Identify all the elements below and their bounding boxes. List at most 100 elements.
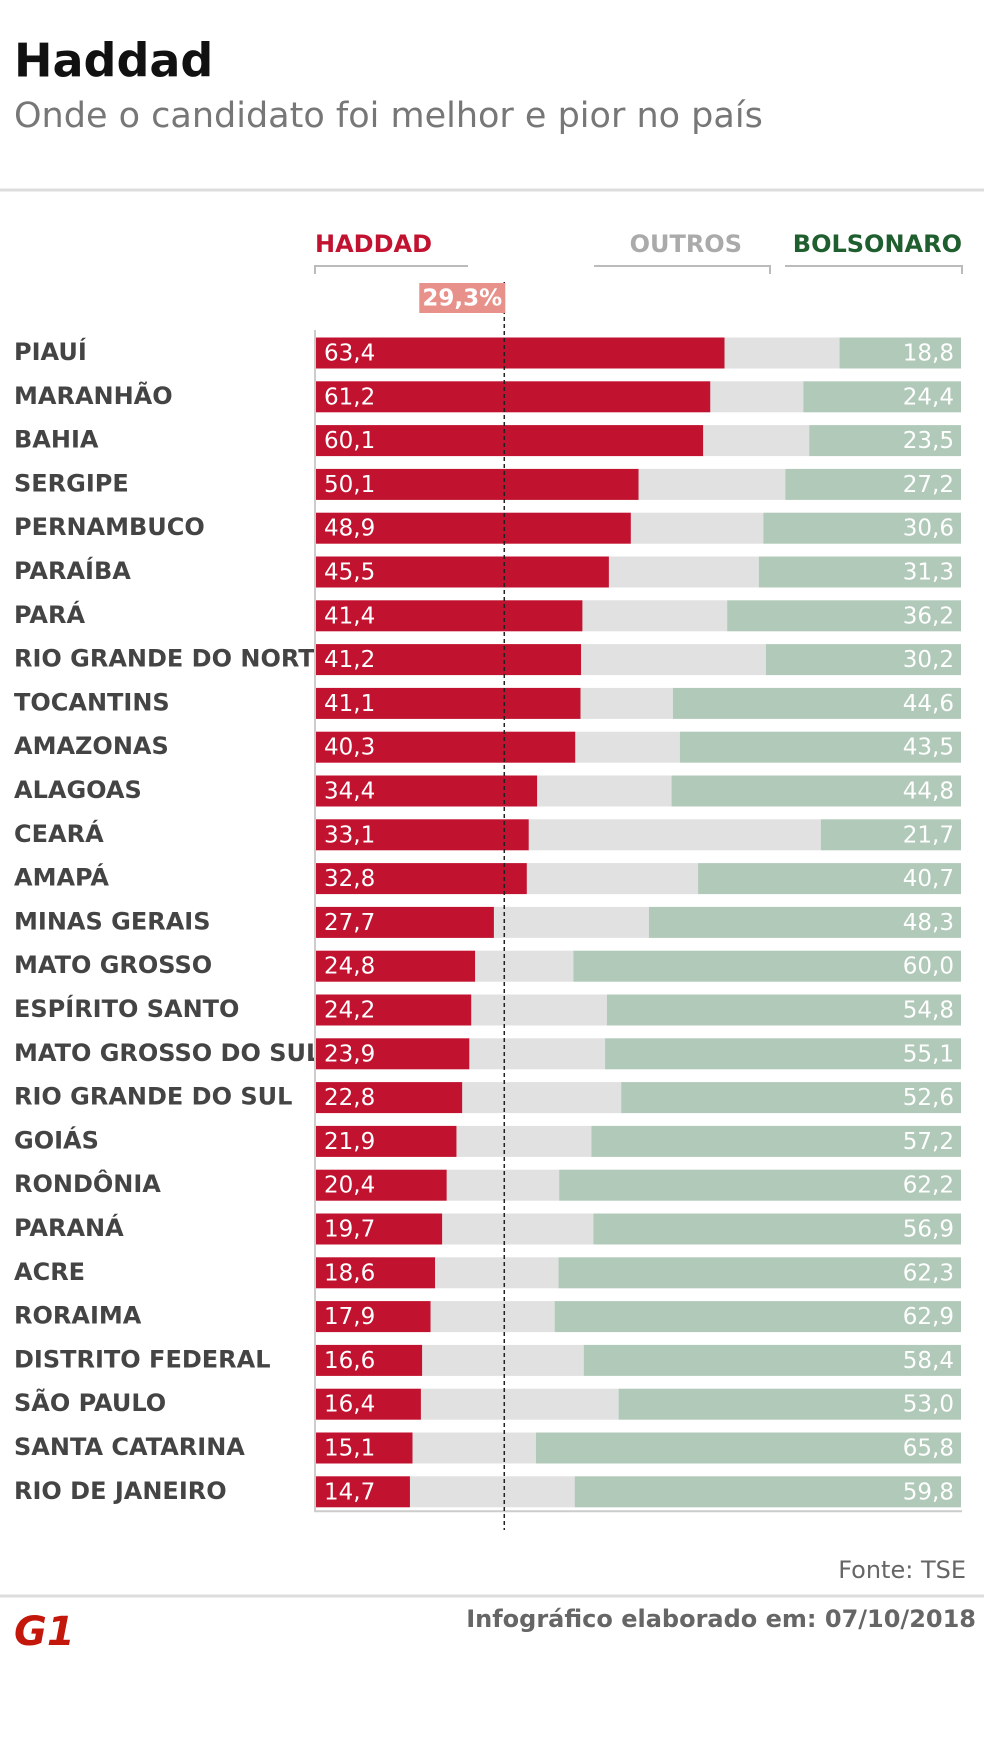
y-tick-label: ESPÍRITO SANTO bbox=[14, 994, 239, 1023]
data-label: 54,8 bbox=[903, 998, 954, 1024]
bar-segment bbox=[763, 512, 961, 544]
data-label: 45,5 bbox=[324, 560, 375, 586]
bar-segment bbox=[315, 1082, 463, 1114]
bar-segment bbox=[315, 1169, 447, 1201]
bar-segment bbox=[422, 1344, 584, 1376]
reference-label: 29,3% bbox=[422, 286, 502, 312]
data-label: 41,1 bbox=[324, 691, 375, 717]
bar-segment bbox=[315, 1257, 436, 1289]
bar-segment bbox=[803, 381, 961, 413]
bar-segment bbox=[315, 1213, 443, 1245]
bar-segment bbox=[315, 906, 494, 938]
y-tick-label: GOIÁS bbox=[14, 1125, 99, 1154]
data-label: 16,4 bbox=[324, 1392, 375, 1418]
bar-segment bbox=[621, 1082, 961, 1114]
bar-segment bbox=[526, 863, 699, 895]
bar-segment bbox=[315, 512, 631, 544]
bar-segment bbox=[412, 1432, 536, 1464]
bar-segment bbox=[315, 556, 609, 588]
bar-segment bbox=[727, 600, 961, 632]
y-tick-label: RORAIMA bbox=[14, 1302, 142, 1330]
axis-line bbox=[314, 330, 962, 1513]
data-label: 31,3 bbox=[903, 560, 954, 586]
y-tick-label: TOCANTINS bbox=[14, 688, 170, 716]
data-label: 50,1 bbox=[324, 472, 375, 498]
bar-segment bbox=[420, 1388, 619, 1420]
bar-segment bbox=[581, 644, 766, 676]
bar-segment bbox=[537, 775, 672, 807]
bar-segment bbox=[315, 1038, 470, 1070]
data-label: 56,9 bbox=[903, 1217, 954, 1243]
data-label: 22,8 bbox=[324, 1085, 375, 1111]
data-label: 20,4 bbox=[324, 1173, 375, 1199]
reference-label-bg bbox=[419, 283, 506, 313]
bar-segment bbox=[315, 687, 581, 719]
legend-bracket bbox=[314, 265, 468, 274]
data-label: 27,2 bbox=[903, 472, 954, 498]
data-label: 24,4 bbox=[903, 384, 954, 410]
data-label: 24,8 bbox=[324, 954, 375, 980]
data-label: 40,3 bbox=[324, 735, 375, 761]
bar-segment bbox=[820, 819, 961, 851]
bar-segment bbox=[809, 425, 961, 457]
y-tick-label: ALAGOAS bbox=[14, 776, 142, 804]
y-tick-label: MATO GROSSO bbox=[14, 951, 212, 979]
data-label: 60,0 bbox=[903, 954, 954, 980]
y-tick-label: CEARÁ bbox=[14, 819, 104, 848]
data-label: 19,7 bbox=[324, 1217, 375, 1243]
bar-segment bbox=[315, 381, 711, 413]
data-label: 63,4 bbox=[324, 341, 375, 367]
data-label: 32,8 bbox=[324, 866, 375, 892]
data-label: 52,6 bbox=[903, 1085, 954, 1111]
bar-segment bbox=[528, 819, 821, 851]
bar-segment bbox=[535, 1432, 961, 1464]
y-tick-label: MATO GROSSO DO SUL bbox=[14, 1039, 321, 1067]
data-label: 58,4 bbox=[903, 1348, 954, 1374]
data-label: 60,1 bbox=[324, 428, 375, 454]
bar-segment bbox=[462, 1082, 622, 1114]
bar-segment bbox=[409, 1476, 575, 1508]
y-tick-label: RONDÔNIA bbox=[14, 1168, 161, 1198]
data-label: 65,8 bbox=[903, 1436, 954, 1462]
bar-segment bbox=[442, 1213, 594, 1245]
y-tick-label: PIAUÍ bbox=[14, 337, 87, 366]
bar-segment bbox=[618, 1388, 961, 1420]
data-label: 33,1 bbox=[324, 822, 375, 848]
data-label: 43,5 bbox=[903, 735, 954, 761]
y-tick-label: MINAS GERAIS bbox=[14, 907, 210, 935]
y-tick-label: RIO GRANDE DO NORTE bbox=[14, 645, 331, 673]
data-label: 30,6 bbox=[903, 516, 954, 542]
bar-segment bbox=[315, 1125, 457, 1157]
data-label: 53,0 bbox=[903, 1392, 954, 1418]
bar-segment bbox=[315, 468, 639, 500]
bar-segment bbox=[469, 1038, 606, 1070]
y-tick-label: SERGIPE bbox=[14, 469, 129, 497]
bar-segment bbox=[839, 337, 961, 369]
y-tick-label: ACRE bbox=[14, 1258, 85, 1286]
data-label: 36,2 bbox=[903, 603, 954, 629]
legend-bracket bbox=[785, 265, 963, 274]
data-label: 44,6 bbox=[903, 691, 954, 717]
bar-segment bbox=[593, 1213, 961, 1245]
data-label: 62,2 bbox=[903, 1173, 954, 1199]
legend-label: BOLSONARO bbox=[793, 230, 962, 258]
y-tick-label: RIO DE JANEIRO bbox=[14, 1477, 227, 1505]
bar-segment bbox=[573, 950, 961, 982]
data-label: 27,7 bbox=[324, 910, 375, 936]
bar-segment bbox=[671, 775, 961, 807]
data-label: 40,7 bbox=[903, 866, 954, 892]
bar-segment bbox=[672, 687, 961, 719]
data-label: 48,9 bbox=[324, 516, 375, 542]
y-tick-label: SANTA CATARINA bbox=[14, 1433, 245, 1461]
bar-segment bbox=[456, 1125, 592, 1157]
bar-segment bbox=[315, 731, 576, 763]
data-label: 34,4 bbox=[324, 779, 375, 805]
bar-segment bbox=[765, 644, 961, 676]
bar-segment bbox=[785, 468, 961, 500]
data-label: 48,3 bbox=[903, 910, 954, 936]
logo: G1 bbox=[14, 1609, 75, 1655]
bar-segment bbox=[315, 337, 725, 369]
bar-segment bbox=[315, 644, 582, 676]
y-tick-label: MARANHÃO bbox=[14, 381, 173, 410]
